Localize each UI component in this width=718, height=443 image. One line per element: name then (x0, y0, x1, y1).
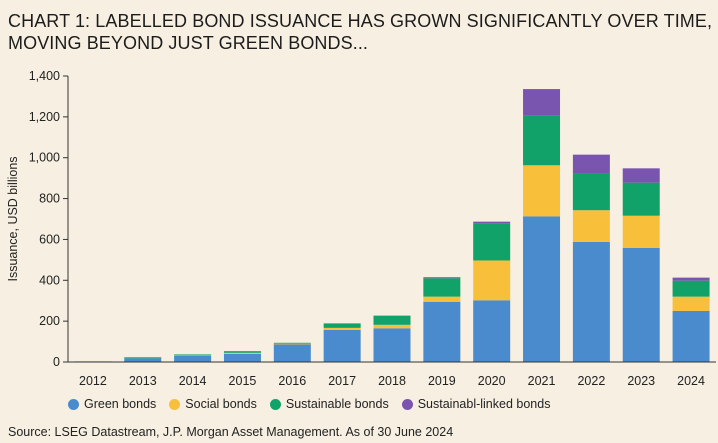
bar-segment-sustainable-bonds-2015 (223, 351, 261, 353)
legend-swatch-sustainability-linked-bonds (401, 398, 413, 410)
bar-segment-sustainabl-linked-bonds-2023 (622, 168, 660, 183)
x-tick-label: 2016 (278, 374, 306, 388)
bar-segment-green-bonds-2016 (273, 344, 311, 362)
bar-segment-sustainable-bonds-2020 (473, 223, 511, 261)
bar-segment-sustainable-bonds-2016 (273, 342, 311, 344)
bar-segment-sustainable-bonds-2019 (423, 278, 461, 297)
x-tick-label: 2020 (478, 374, 506, 388)
y-tick-label: 600 (39, 232, 60, 246)
y-tick-label: 200 (39, 314, 60, 328)
y-tick-label: 1,000 (29, 151, 60, 165)
y-axis-title: Issuance, USD billions (6, 156, 20, 281)
x-tick-label: 2014 (179, 374, 207, 388)
bar-segment-social-bonds-2017 (323, 327, 361, 330)
bar-segment-sustainabl-linked-bonds-2019 (423, 277, 461, 279)
bar-segment-green-bonds-2021 (523, 216, 561, 362)
bar-segment-sustainabl-linked-bonds-2022 (572, 154, 610, 174)
x-tick-label: 2017 (328, 374, 356, 388)
y-tick-label: 400 (39, 273, 60, 287)
x-tick-label: 2024 (677, 374, 705, 388)
bar-segment-sustainable-bonds-2014 (174, 354, 212, 356)
bar-segment-green-bonds-2023 (622, 248, 660, 362)
bar-segment-sustainable-bonds-2024 (672, 280, 710, 297)
y-tick-label: 1,200 (29, 110, 60, 124)
bar-segment-social-bonds-2024 (672, 296, 710, 311)
bar-segment-green-bonds-2015 (223, 353, 261, 362)
chart-title-line-2: MOVING BEYOND JUST GREEN BONDS... (8, 33, 369, 53)
chart-legend: Green bonds Social bonds Sustainable bon… (68, 397, 563, 411)
x-tick-label: 2022 (577, 374, 605, 388)
legend-item-social-bonds: Social bonds (169, 397, 257, 411)
bar-segment-social-bonds-2020 (473, 260, 511, 301)
y-tick-label: 1,400 (29, 69, 60, 83)
bar-segment-social-bonds-2021 (523, 165, 561, 217)
bar-segment-sustainabl-linked-bonds-2020 (473, 221, 511, 224)
x-tick-label: 2019 (428, 374, 456, 388)
x-tick-label: 2013 (129, 374, 157, 388)
bar-segment-green-bonds-2013 (124, 358, 162, 362)
bar-segment-social-bonds-2015 (223, 352, 261, 354)
bar-segment-green-bonds-2019 (423, 301, 461, 362)
legend-item-green-bonds: Green bonds (68, 397, 156, 411)
bar-segment-green-bonds-2018 (373, 328, 411, 362)
y-tick-label: 0 (53, 355, 60, 369)
bar-segment-social-bonds-2016 (273, 343, 311, 345)
bar-segment-sustainable-bonds-2017 (323, 323, 361, 328)
bar-segment-green-bonds-2020 (473, 300, 511, 362)
legend-swatch-green-bonds (68, 398, 79, 410)
bar-segment-sustainabl-linked-bonds-2024 (672, 277, 710, 281)
x-tick-label: 2012 (79, 374, 107, 388)
bar-segment-social-bonds-2023 (622, 215, 660, 249)
x-tick-label: 2021 (528, 374, 556, 388)
legend-item-sustainable-bonds: Sustainable bonds (269, 397, 389, 411)
bar-segment-sustainabl-linked-bonds-2021 (523, 89, 561, 116)
x-tick-label: 2015 (229, 374, 257, 388)
bar-segment-social-bonds-2014 (174, 355, 212, 356)
bar-segment-social-bonds-2019 (423, 296, 461, 302)
bar-segment-green-bonds-2014 (174, 355, 212, 362)
bar-segment-social-bonds-2022 (572, 210, 610, 242)
source-note: Source: LSEG Datastream, J.P. Morgan Ass… (8, 425, 454, 439)
x-tick-label: 2023 (627, 374, 655, 388)
x-tick-label: 2018 (378, 374, 406, 388)
bar-segment-sustainable-bonds-2022 (572, 173, 610, 211)
bar-segment-sustainable-bonds-2013 (124, 357, 162, 359)
chart-title: CHART 1: LABELLED BOND ISSUANCE HAS GROW… (8, 10, 713, 54)
bar-segment-green-bonds-2022 (572, 241, 610, 362)
legend-swatch-social-bonds (169, 398, 181, 410)
bar-segment-sustainable-bonds-2021 (523, 115, 561, 166)
bar-segment-green-bonds-2024 (672, 310, 710, 362)
bar-segment-sustainable-bonds-2018 (373, 315, 411, 325)
chart-title-line-1: CHART 1: LABELLED BOND ISSUANCE HAS GROW… (8, 11, 713, 31)
bar-segment-green-bonds-2017 (323, 329, 361, 362)
legend-label-sustainable-bonds: Sustainable bonds (285, 397, 389, 411)
legend-label-sustainability-linked-bonds: Sustainabl-linked bonds (417, 397, 551, 411)
legend-swatch-sustainable-bonds (269, 398, 281, 410)
legend-label-green-bonds: Green bonds (84, 397, 157, 411)
legend-item-sustainability-linked-bonds: Sustainabl-linked bonds (401, 397, 551, 411)
y-tick-label: 800 (39, 192, 60, 206)
bar-segment-sustainable-bonds-2023 (622, 182, 660, 216)
bar-segment-social-bonds-2018 (373, 324, 411, 329)
legend-label-social-bonds: Social bonds (185, 397, 257, 411)
